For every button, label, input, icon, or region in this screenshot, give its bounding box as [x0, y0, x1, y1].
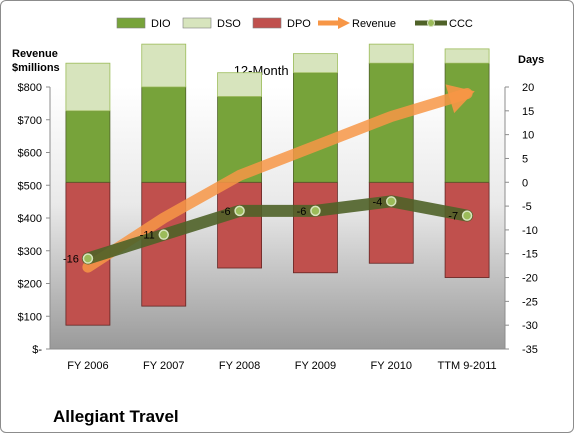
legend: DIO DSO DPO Revenue CCC: [116, 17, 473, 30]
bar-dpo: [368, 181, 414, 264]
left-axis-tick-label: $200: [18, 279, 42, 291]
legend-label: CCC: [449, 18, 473, 30]
ccc-point: [82, 253, 94, 264]
x-axis-tick-label: FY 2006: [67, 360, 108, 372]
left-axis-tick-label: $100: [18, 311, 42, 323]
x-axis-tick-label: TTM 9-2011: [438, 360, 497, 372]
company-name: Allegiant Travel: [53, 407, 179, 426]
left-axis-tick-label: $700: [18, 115, 42, 127]
right-axis-tick-label: -25: [522, 296, 538, 308]
bar-dso: [141, 43, 187, 88]
left-axis-tick-label: $500: [18, 180, 42, 192]
x-axis-tick-label: FY 2008: [219, 360, 260, 372]
bar-dio: [65, 110, 111, 183]
ccc-point: [158, 229, 169, 240]
legend-marker-ccc: [427, 19, 435, 27]
ccc-data-label: -16: [63, 253, 79, 265]
right-axis-tick-label: -30: [522, 320, 538, 332]
bar-dpo: [217, 181, 262, 269]
ccc-line: [81, 195, 474, 265]
right-axis-label: Days: [518, 54, 544, 66]
x-axis-tick-label: FY 2009: [295, 360, 336, 372]
bar-dso: [368, 43, 414, 64]
ccc-series: -16 -11 -6 -6 -4 -7: [63, 195, 474, 265]
ccc-point: [310, 205, 321, 217]
bar-dpo: [444, 181, 490, 278]
ccc-data-label: -6: [297, 206, 307, 218]
legend-label: Revenue: [352, 18, 396, 30]
bar-dso: [65, 62, 111, 112]
right-axis-ticks: 20 15 10 5 0 -5 -10 -15 -20 -25 -30 -35: [505, 82, 538, 356]
left-axis-ticks: $800 $700 $600 $500 $400 $300 $200 $100 $-: [18, 82, 50, 356]
right-axis-tick-label: 20: [522, 82, 534, 94]
right-axis-tick-label: -10: [522, 225, 538, 237]
legend-label: DPO: [287, 18, 311, 30]
ccc-data-label: -4: [372, 196, 382, 208]
left-axis-tick-label: $600: [18, 148, 42, 160]
legend-arrowhead-revenue: [338, 17, 350, 29]
ccc-point: [234, 205, 245, 217]
ccc-data-label: -11: [140, 230, 155, 242]
ccc-data-label: -6: [221, 206, 231, 218]
x-axis-tick-label: FY 2010: [371, 360, 412, 372]
bar-dpo: [293, 181, 338, 274]
right-axis-tick-label: -35: [522, 344, 538, 356]
legend-label: DIO: [151, 18, 171, 30]
bar-dio: [444, 62, 490, 183]
revenue-arrowhead: [445, 84, 475, 114]
right-axis-tick-label: -15: [522, 249, 538, 261]
legend-swatch-dpo: [252, 17, 282, 29]
left-axis-tick-label: $300: [18, 246, 42, 258]
right-axis-tick-label: -20: [522, 273, 538, 285]
left-axis-label-line2: $millions: [12, 62, 60, 74]
revenue-line: [82, 88, 473, 273]
plot-area: [50, 87, 505, 349]
ccc-point: [386, 196, 397, 207]
legend-swatch-dio: [116, 17, 146, 29]
legend-swatch-dso: [182, 17, 212, 29]
right-axis-tick-label: 0: [522, 177, 528, 189]
bar-dio: [293, 72, 338, 183]
left-axis-tick-label: $-: [32, 344, 42, 356]
left-axis-label-line1: Revenue: [12, 48, 58, 60]
right-axis-tick-label: 15: [522, 106, 534, 118]
left-axis-tick-label: $800: [18, 82, 42, 94]
ccc-point: [461, 210, 473, 221]
left-axis-tick-label: $400: [18, 213, 42, 225]
right-axis-tick-label: -5: [522, 201, 532, 213]
ccc-data-label: -7: [448, 211, 458, 223]
revenue-series: [82, 84, 475, 273]
legend-label: DSO: [217, 18, 241, 30]
bar-dso: [444, 48, 490, 64]
bar-dso: [217, 72, 262, 97]
bar-dso: [293, 53, 338, 74]
x-axis-tick-label: FY 2007: [143, 360, 184, 372]
right-axis-tick-label: 5: [522, 153, 528, 165]
x-axis-labels: FY 2006 FY 2007 FY 2008 FY 2009 FY 2010 TTM 9…: [67, 360, 496, 372]
bar-dio: [141, 86, 187, 183]
right-axis-tick-label: 10: [522, 130, 534, 142]
